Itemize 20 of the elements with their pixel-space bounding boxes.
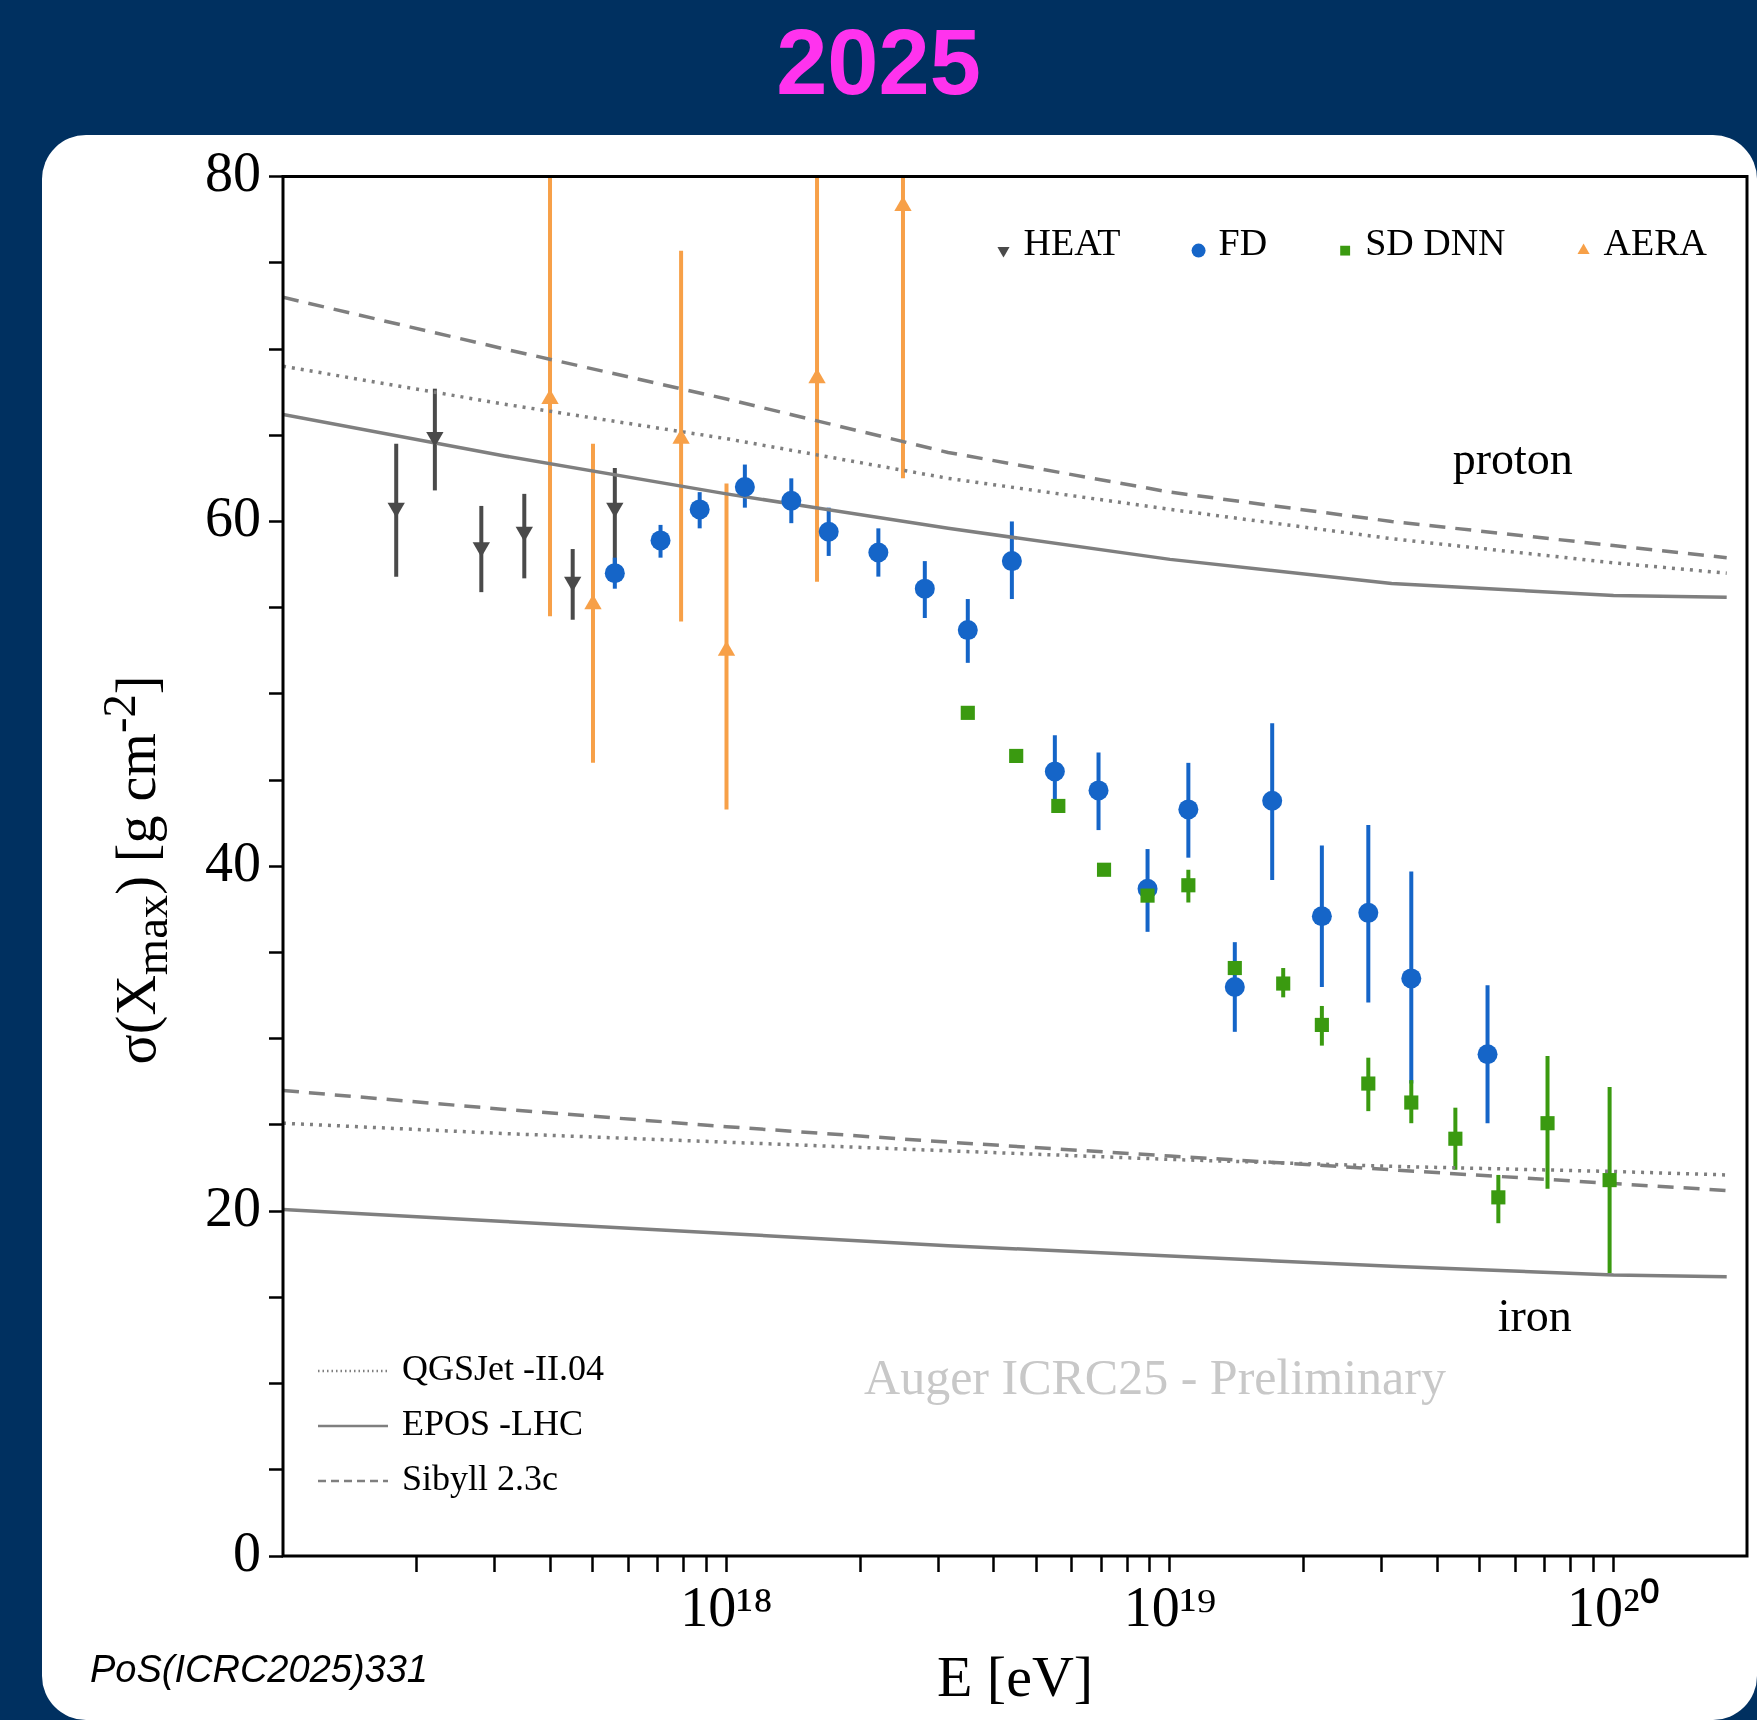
legend-label: AERA (1603, 220, 1708, 263)
y-tick-label: 20 (205, 1175, 261, 1238)
legend-label: HEAT (1023, 220, 1121, 263)
chart-title: 2025 (775, 10, 982, 115)
legend-label: EPOS -LHC (402, 1403, 584, 1444)
legend-label: QGSJet -II.04 (402, 1348, 604, 1389)
x-tick-label: 10¹⁸ (680, 1576, 773, 1639)
x-axis-title: E [eV] (936, 1644, 1094, 1710)
legend-label: Sibyll 2.3c (402, 1458, 559, 1499)
y-tick-label: 80 (205, 141, 261, 204)
y-tick-label: 40 (205, 831, 261, 893)
legend-label: FD (1218, 220, 1268, 263)
text: PoS(ICRC2025)331 (90, 1648, 428, 1691)
annotation: iron (1497, 1289, 1572, 1341)
y-tick-label: 0 (233, 1520, 261, 1583)
y-tick-label: 60 (205, 486, 261, 549)
legend-label: SD DNN (1365, 220, 1506, 263)
annotation: proton (1452, 433, 1573, 485)
x-tick-label: 10²⁰ (1567, 1576, 1660, 1639)
x-tick-label: 10¹⁹ (1123, 1576, 1217, 1639)
